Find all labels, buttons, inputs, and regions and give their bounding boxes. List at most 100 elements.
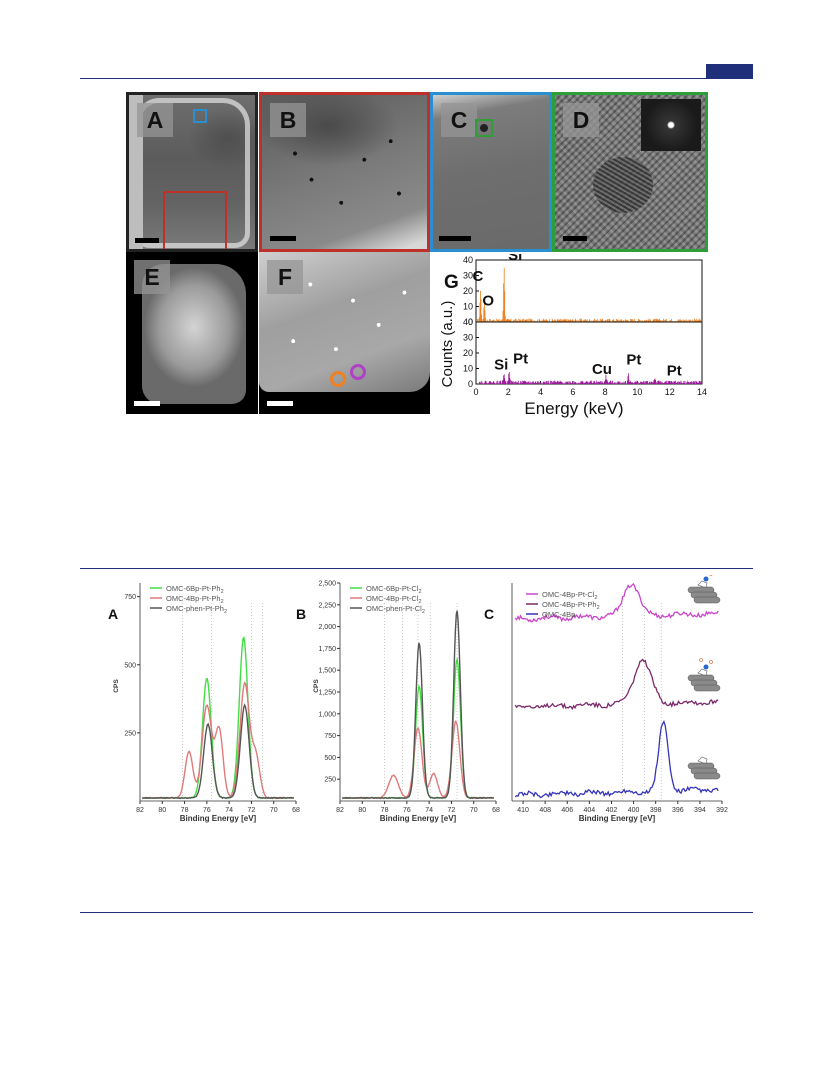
legend-entry: OMC-4Bp-Pt-Cl2 bbox=[366, 594, 422, 605]
molecule-structure-icon bbox=[687, 756, 721, 780]
edx-y-tick-label: 10 bbox=[463, 302, 473, 312]
legend-entry: OMC-4Bp-Pt-Ph2 bbox=[542, 600, 600, 611]
crystallite bbox=[593, 157, 653, 213]
panel-label: D bbox=[563, 103, 599, 137]
xps-x-tick-label: 406 bbox=[561, 807, 573, 814]
edx-peak-label: C bbox=[473, 268, 484, 285]
edx-x-tick-label: 6 bbox=[570, 387, 575, 397]
edx-y-tick-label: 20 bbox=[463, 348, 473, 358]
xps-x-tick-label: 78 bbox=[381, 807, 389, 814]
legend-subscript: 2 bbox=[221, 589, 224, 595]
panel-label: C bbox=[441, 103, 477, 137]
xps-y-tick-label: 750 bbox=[324, 733, 336, 740]
xps-y-tick-label: 500 bbox=[124, 662, 136, 669]
xps-panel-b: B 82 80 78 76 74 72 70 68 Binding Energy [eV] 250 5… bbox=[296, 581, 500, 824]
xps-x-tick-label: 408 bbox=[539, 807, 551, 814]
xps-x-axis-label: Binding Energy [eV] bbox=[180, 814, 257, 823]
zoom-box-green bbox=[475, 119, 493, 137]
legend-entry: OMC-6Bp-Pt-Ph2 bbox=[166, 584, 224, 595]
edx-y-tick-label: 0 bbox=[468, 317, 473, 327]
edx-peak-label: Si bbox=[494, 357, 508, 374]
xps-y-axis-label: CPS bbox=[113, 679, 120, 693]
xps-panel-label: A bbox=[108, 606, 118, 622]
xps-x-tick-label: 72 bbox=[248, 807, 256, 814]
xps-y-tick-label: 2,250 bbox=[318, 602, 336, 609]
edx-y-tick-label: 0 bbox=[468, 379, 473, 389]
xps-x-tick-label: 402 bbox=[606, 807, 618, 814]
spot-purple bbox=[350, 364, 366, 380]
xps-x-tick-label: 394 bbox=[694, 807, 706, 814]
edx-y-tick-label: 40 bbox=[463, 255, 473, 265]
edx-frame bbox=[475, 259, 703, 323]
edx-peak-label: Pt bbox=[667, 362, 682, 379]
xps-x-tick-label: 80 bbox=[358, 807, 366, 814]
xps-y-axis-label: CPS bbox=[313, 679, 320, 693]
pt-particles bbox=[262, 95, 427, 249]
xps-y-tick-label: 2,500 bbox=[318, 581, 336, 588]
legend-subscript: 2 bbox=[595, 595, 598, 601]
xps-x-tick-label: 80 bbox=[158, 807, 166, 814]
xps-x-tick-label: 410 bbox=[517, 807, 529, 814]
molecule-structure-icon bbox=[687, 658, 721, 692]
xps-panel-label: B bbox=[296, 606, 306, 622]
edx-x-tick-label: 8 bbox=[603, 387, 608, 397]
zoom-box-red bbox=[163, 191, 227, 249]
legend-entry: OMC-4Bp-Pt-Ph2 bbox=[166, 594, 224, 605]
panel-b-tem-zoom: B bbox=[259, 92, 430, 252]
panel-a-tem-image: A bbox=[126, 92, 258, 252]
xps-series-line bbox=[514, 658, 719, 711]
edx-x-tick-label: 10 bbox=[632, 387, 642, 397]
xps-x-tick-label: 392 bbox=[716, 807, 728, 814]
xps-y-tick-label: 500 bbox=[324, 755, 336, 762]
legend-subscript: 2 bbox=[221, 599, 224, 605]
legend-subscript: 2 bbox=[224, 609, 227, 615]
xps-y-tick-label: 2,000 bbox=[318, 624, 336, 631]
edx-x-tick-label: 0 bbox=[473, 387, 478, 397]
legend-subscript: 2 bbox=[422, 609, 425, 615]
panel-label: A bbox=[137, 103, 173, 137]
edx-x-tick-label: 12 bbox=[665, 387, 675, 397]
legend-entry: OMC-4Bp-Pt-Cl2 bbox=[542, 590, 598, 601]
xps-series-line bbox=[142, 636, 295, 800]
edx-y-tick-label: 30 bbox=[463, 333, 473, 343]
panel-f-haadf-zoom: F bbox=[259, 252, 430, 414]
xps-series-line bbox=[141, 703, 295, 800]
xps-x-tick-label: 82 bbox=[136, 807, 144, 814]
xps-x-tick-label: 72 bbox=[448, 807, 456, 814]
header-rule bbox=[80, 78, 753, 79]
xps-x-axis-label: Binding Energy [eV] bbox=[380, 814, 457, 823]
xps-y-tick-label: 1,250 bbox=[318, 690, 336, 697]
xps-x-tick-label: 68 bbox=[292, 807, 300, 814]
xps-series-line bbox=[514, 720, 719, 799]
xps-series-line bbox=[341, 610, 495, 800]
xps-panel-label: C bbox=[484, 606, 494, 622]
xps-series-line bbox=[514, 582, 719, 623]
edx-peak-label: Si bbox=[508, 254, 522, 264]
header-tab bbox=[706, 64, 753, 78]
xps-x-tick-label: 396 bbox=[672, 807, 684, 814]
panel-c-tem-zoom: C bbox=[430, 92, 552, 252]
xps-x-tick-label: 74 bbox=[225, 807, 233, 814]
edx-x-tick-label: 14 bbox=[697, 387, 707, 397]
xps-x-axis-label: Binding Energy [eV] bbox=[579, 814, 656, 823]
xps-x-tick-label: 398 bbox=[650, 807, 662, 814]
legend-entry: OMC-phen-Pt-Cl2 bbox=[366, 604, 425, 615]
edx-spectrum-bars bbox=[477, 372, 703, 384]
legend-subscript: 2 bbox=[419, 589, 422, 595]
legend-subscript: 2 bbox=[597, 605, 600, 611]
legend-entry: OMC-6Bp-Pt-Cl2 bbox=[366, 584, 422, 595]
scale-bar bbox=[563, 236, 587, 241]
panel-d-hrtem: D bbox=[552, 92, 708, 252]
panel-label: G bbox=[444, 272, 459, 293]
edx-peak-label: Cu bbox=[592, 361, 612, 378]
xps-x-tick-label: 70 bbox=[470, 807, 478, 814]
xps-y-tick-label: 750 bbox=[124, 594, 136, 601]
legend-subscript: 2 bbox=[419, 599, 422, 605]
edx-y-tick-label: 10 bbox=[463, 364, 473, 374]
xps-panel-a: A 82 80 78 76 74 72 70 68 Binding Energy [eV] 250 5… bbox=[108, 583, 300, 823]
panel-label: E bbox=[134, 260, 170, 294]
xps-x-tick-label: 76 bbox=[403, 807, 411, 814]
edx-y-tick-label: 30 bbox=[463, 271, 473, 281]
fft-inset bbox=[641, 99, 701, 151]
